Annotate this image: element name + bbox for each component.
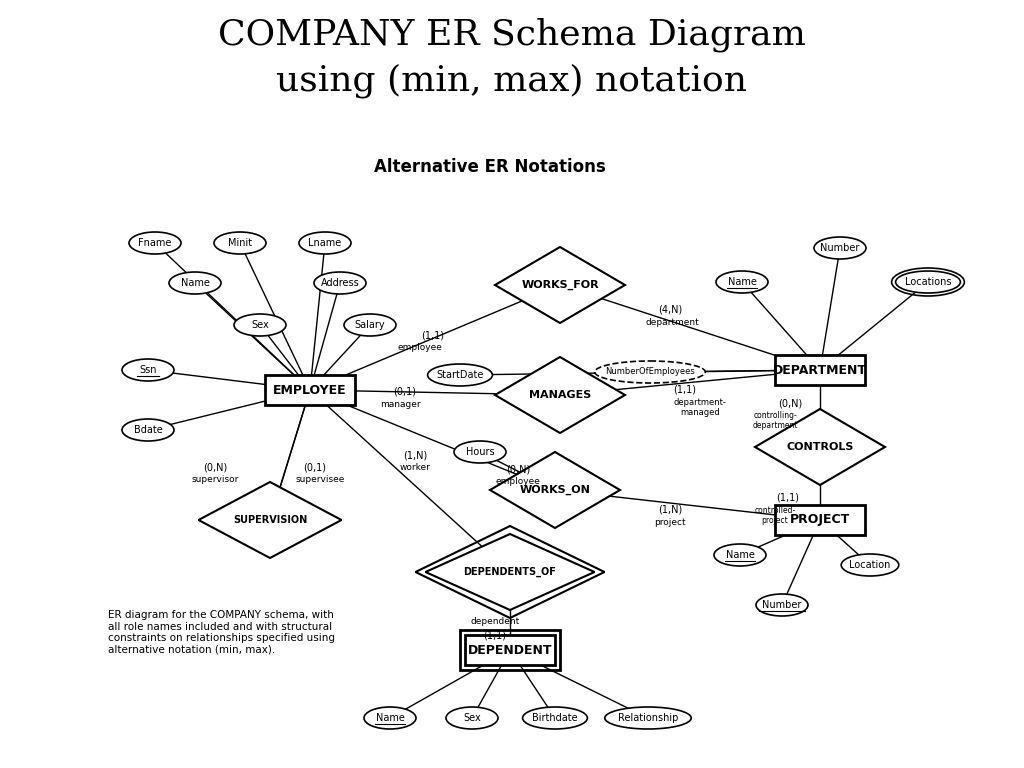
Text: controlling-
department: controlling- department xyxy=(753,411,798,430)
Text: MANAGES: MANAGES xyxy=(528,390,591,400)
Polygon shape xyxy=(490,452,620,528)
Ellipse shape xyxy=(454,441,506,463)
Polygon shape xyxy=(495,357,625,433)
Text: Name: Name xyxy=(728,277,757,287)
Ellipse shape xyxy=(716,271,768,293)
Text: DEPARTMENT: DEPARTMENT xyxy=(773,363,867,376)
Text: StartDate: StartDate xyxy=(436,370,483,380)
Text: (1,1): (1,1) xyxy=(483,630,507,640)
Text: manager: manager xyxy=(380,400,420,409)
Ellipse shape xyxy=(595,361,706,383)
Text: supervisee: supervisee xyxy=(295,475,345,484)
Text: worker: worker xyxy=(399,463,430,472)
Text: (1,1): (1,1) xyxy=(674,385,696,395)
Text: supervisor: supervisor xyxy=(191,475,239,484)
Text: (1,N): (1,N) xyxy=(657,505,682,515)
Text: (0,1): (0,1) xyxy=(303,462,327,472)
Text: NumberOfEmployees: NumberOfEmployees xyxy=(605,368,695,376)
Ellipse shape xyxy=(122,419,174,441)
Text: Alternative ER Notations: Alternative ER Notations xyxy=(374,158,606,176)
Text: (1,1): (1,1) xyxy=(776,493,800,503)
Text: Relationship: Relationship xyxy=(617,713,678,723)
Text: Lname: Lname xyxy=(308,238,342,248)
Ellipse shape xyxy=(714,544,766,566)
Polygon shape xyxy=(199,482,341,558)
Text: (0,N): (0,N) xyxy=(203,462,227,472)
Ellipse shape xyxy=(214,232,266,254)
Text: Location: Location xyxy=(849,560,891,570)
Text: Birthdate: Birthdate xyxy=(532,713,578,723)
Bar xyxy=(265,375,355,405)
Text: project: project xyxy=(654,518,686,527)
Text: Address: Address xyxy=(321,278,359,288)
Text: PROJECT: PROJECT xyxy=(790,514,850,527)
Bar xyxy=(460,630,560,670)
Bar xyxy=(465,635,555,665)
Text: Name: Name xyxy=(726,550,755,560)
Text: Locations: Locations xyxy=(905,277,951,287)
Ellipse shape xyxy=(364,707,416,729)
Ellipse shape xyxy=(605,707,691,729)
Ellipse shape xyxy=(814,237,866,259)
Text: Minit: Minit xyxy=(228,238,252,248)
Text: Name: Name xyxy=(376,713,404,723)
Text: SUPERVISION: SUPERVISION xyxy=(232,515,307,525)
Bar xyxy=(775,505,865,535)
Text: Name: Name xyxy=(180,278,210,288)
Ellipse shape xyxy=(841,554,899,576)
Ellipse shape xyxy=(129,232,181,254)
Ellipse shape xyxy=(522,707,588,729)
Text: Sex: Sex xyxy=(463,713,481,723)
Text: Number: Number xyxy=(762,600,802,610)
Text: Sex: Sex xyxy=(251,320,269,330)
Text: ER diagram for the COMPANY schema, with
all role names included and with structu: ER diagram for the COMPANY schema, with … xyxy=(108,610,335,655)
Ellipse shape xyxy=(122,359,174,381)
Text: WORKS_FOR: WORKS_FOR xyxy=(521,280,599,290)
Text: employee: employee xyxy=(496,477,541,486)
Text: department: department xyxy=(645,318,698,327)
Text: Hours: Hours xyxy=(466,447,495,457)
Text: Bdate: Bdate xyxy=(133,425,163,435)
Text: COMPANY ER Schema Diagram
using (min, max) notation: COMPANY ER Schema Diagram using (min, ma… xyxy=(218,18,806,98)
Text: WORKS_ON: WORKS_ON xyxy=(519,485,591,495)
Text: (1,1): (1,1) xyxy=(422,330,444,340)
Text: (4,N): (4,N) xyxy=(657,305,682,315)
Ellipse shape xyxy=(234,314,286,336)
Text: Ssn: Ssn xyxy=(139,365,157,375)
Text: Number: Number xyxy=(820,243,860,253)
Text: (1,N): (1,N) xyxy=(402,450,427,460)
Text: dependent: dependent xyxy=(470,617,519,626)
Polygon shape xyxy=(495,247,625,323)
Ellipse shape xyxy=(314,272,366,294)
Text: DEPENDENTS_OF: DEPENDENTS_OF xyxy=(464,567,556,577)
Text: (0,N): (0,N) xyxy=(778,398,802,408)
Text: CONTROLS: CONTROLS xyxy=(786,442,854,452)
Polygon shape xyxy=(426,534,595,610)
Ellipse shape xyxy=(169,272,221,294)
Ellipse shape xyxy=(299,232,351,254)
Text: (0,N): (0,N) xyxy=(506,464,530,474)
Text: Fname: Fname xyxy=(138,238,172,248)
Polygon shape xyxy=(755,409,885,485)
Text: EMPLOYEE: EMPLOYEE xyxy=(273,383,347,396)
Ellipse shape xyxy=(344,314,396,336)
Text: department-
managed: department- managed xyxy=(674,398,726,417)
Ellipse shape xyxy=(756,594,808,616)
Text: Salary: Salary xyxy=(354,320,385,330)
Ellipse shape xyxy=(446,707,498,729)
Ellipse shape xyxy=(896,271,961,293)
Bar xyxy=(775,355,865,385)
Text: (0,1): (0,1) xyxy=(393,387,417,397)
Ellipse shape xyxy=(428,364,493,386)
Text: DEPENDENT: DEPENDENT xyxy=(468,644,552,657)
Text: employee: employee xyxy=(397,343,442,352)
Text: controlled-
project: controlled- project xyxy=(755,506,796,525)
